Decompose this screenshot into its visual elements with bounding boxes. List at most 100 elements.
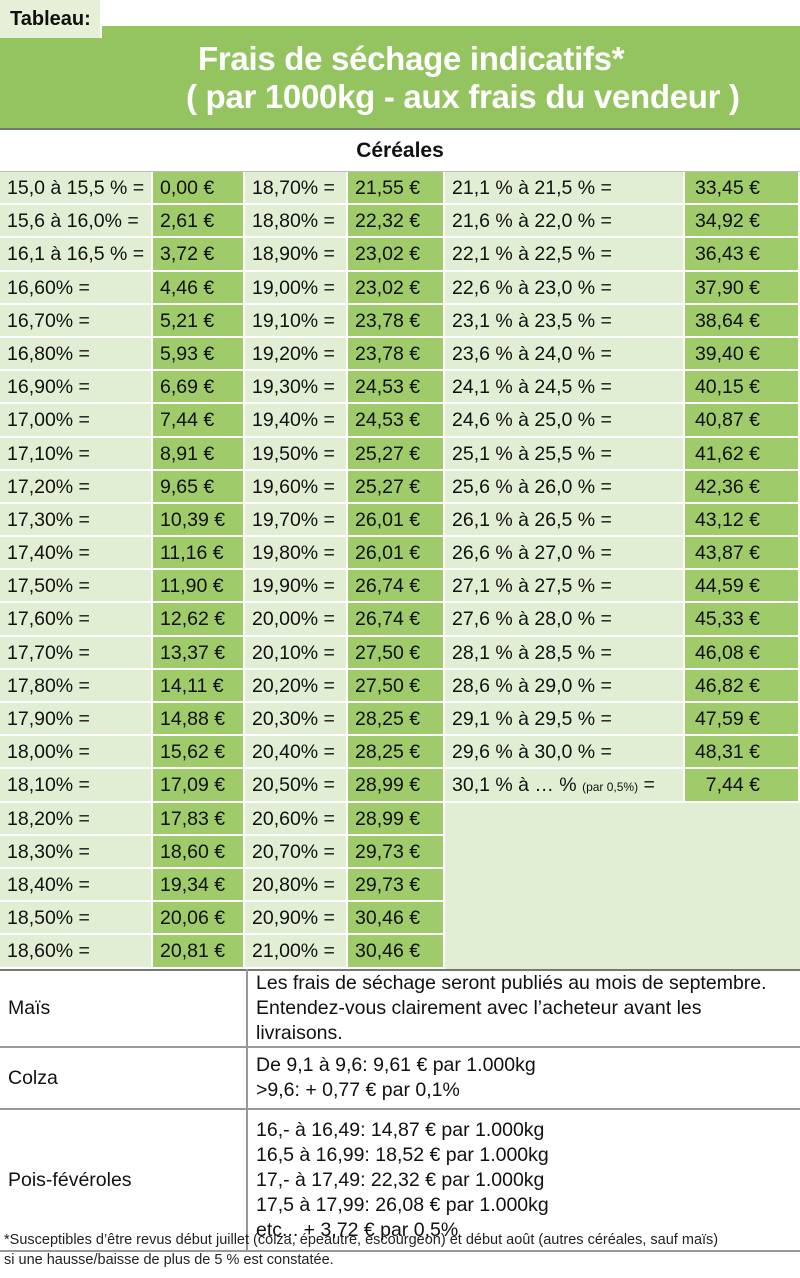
crop-name: Maïs [0, 970, 248, 1048]
dry-cost-cell: 48,31 € [685, 736, 800, 770]
moisture-range-cell: 21,6 % à 22,0 % = [445, 205, 685, 239]
moisture-range-cell: 19,40% = [245, 404, 348, 438]
dry-cost-cell: 25,27 € [348, 470, 445, 504]
dry-cost-cell: 23,02 € [348, 271, 445, 305]
moisture-range-cell: 27,1 % à 27,5 % = [445, 570, 685, 604]
moisture-range-cell: 16,90% = [0, 371, 153, 405]
moisture-range-cell: 19,30% = [245, 371, 348, 405]
other-crops-table: Maïs Les frais de séchage seront publiés… [0, 969, 800, 1252]
moisture-range-cell: 17,40% = [0, 537, 153, 571]
dry-cost-cell: 24,53 € [348, 404, 445, 438]
crop-info: 16,- à 16,49: 14,87 € par 1.000kg 16,5 à… [247, 1109, 800, 1252]
dry-cost-cell: 22,32 € [348, 205, 445, 239]
info-line: 17,5 à 17,99: 26,08 € par 1.000kg [256, 1193, 549, 1216]
moisture-range-cell: 20,60% = [245, 802, 348, 836]
dry-cost-cell: 13,37 € [153, 636, 245, 670]
dry-cost-cell: 17,09 € [153, 769, 245, 803]
dry-cost-cell: 45,33 € [685, 603, 800, 637]
dry-cost-cell: 33,45 € [685, 172, 800, 206]
moisture-range-cell: 17,00% = [0, 404, 153, 438]
moisture-range-cell: 18,30% = [0, 835, 153, 869]
moisture-range-cell: 19,90% = [245, 570, 348, 604]
moisture-range-cell: 16,80% = [0, 337, 153, 372]
moisture-range-cell: 17,10% = [0, 437, 153, 471]
table-tag: Tableau: [0, 0, 102, 38]
moisture-range-cell: 30,1 % à … % (par 0,5%) = [445, 769, 685, 803]
dry-cost-cell: 26,01 € [348, 503, 445, 538]
dry-cost-cell: 29,73 € [348, 868, 445, 903]
moisture-range-cell: 18,60% = [0, 935, 153, 969]
dry-cost-cell: 28,25 € [348, 703, 445, 737]
moisture-range-cell: 18,10% = [0, 769, 153, 803]
dry-cost-cell: 47,59 € [685, 703, 800, 737]
dry-cost-cell: 11,90 € [153, 570, 245, 604]
dry-cost-cell: 7,44 € [153, 404, 245, 438]
dry-cost-cell: 5,93 € [153, 337, 245, 372]
dry-cost-cell: 23,78 € [348, 337, 445, 372]
dry-cost-cell: 28,25 € [348, 736, 445, 770]
crop-name: Pois-févéroles [0, 1109, 248, 1252]
moisture-range-cell: 25,6 % à 26,0 % = [445, 470, 685, 504]
dry-cost-cell: 26,74 € [348, 570, 445, 604]
dry-cost-cell: 5,21 € [153, 304, 245, 338]
dry-cost-cell: 18,60 € [153, 835, 245, 869]
title-line-2: ( par 1000kg - aux frais du vendeur ) [186, 78, 740, 115]
moisture-range-cell: 25,1 % à 25,5 % = [445, 437, 685, 471]
dry-cost-cell: 40,15 € [685, 371, 800, 405]
moisture-range-cell: 17,30% = [0, 503, 153, 538]
dry-cost-cell: 30,46 € [348, 935, 445, 969]
dry-cost-cell: 36,43 € [685, 238, 800, 272]
dry-cost-cell: 7,44 € [685, 769, 800, 803]
moisture-range-cell: 21,1 % à 21,5 % = [445, 172, 685, 206]
moisture-range-cell: 18,20% = [0, 802, 153, 836]
moisture-range-cell: 17,50% = [0, 570, 153, 604]
dry-cost-cell: 37,90 € [685, 271, 800, 305]
dry-cost-cell: 28,99 € [348, 802, 445, 836]
moisture-range-cell: 27,6 % à 28,0 % = [445, 603, 685, 637]
moisture-range-cell: 18,90% = [245, 238, 348, 272]
moisture-range-cell: 18,50% = [0, 902, 153, 936]
dry-cost-cell: 15,62 € [153, 736, 245, 770]
info-line: Entendez-vous clairement avec l’acheteur… [256, 997, 702, 1044]
dry-cost-cell: 11,16 € [153, 537, 245, 571]
moisture-range-cell: 17,70% = [0, 636, 153, 670]
moisture-range-cell: 21,00% = [245, 935, 348, 969]
moisture-range-cell: 20,40% = [245, 736, 348, 770]
dry-cost-cell: 39,40 € [685, 337, 800, 372]
dry-cost-cell: 20,06 € [153, 902, 245, 936]
equals-sign: = [638, 774, 655, 797]
footnote-line: si une hausse/baisse de plus de 5 % est … [4, 1252, 334, 1268]
info-line: etc... + 3,72 € par 0,5% [256, 1218, 459, 1241]
moisture-range-cell: 15,6 à 16,0% = [0, 205, 153, 239]
dry-cost-cell: 42,36 € [685, 470, 800, 504]
moisture-range-cell: 24,6 % à 25,0 % = [445, 404, 685, 438]
dry-cost-cell: 29,73 € [348, 835, 445, 869]
moisture-range-cell: 24,1 % à 24,5 % = [445, 371, 685, 405]
per-step-note: (par 0,5%) [582, 780, 639, 795]
info-line: >9,6: + 0,77 € par 0,1% [256, 1079, 460, 1101]
dry-cost-cell: 27,50 € [348, 636, 445, 670]
moisture-range-cell: 28,6 % à 29,0 % = [445, 669, 685, 703]
dry-cost-cell: 41,62 € [685, 437, 800, 471]
dry-cost-cell: 30,46 € [348, 902, 445, 936]
dry-cost-cell: 19,34 € [153, 868, 245, 903]
dry-cost-cell: 2,61 € [153, 205, 245, 239]
moisture-range-cell: 23,6 % à 24,0 % = [445, 337, 685, 372]
moisture-range-cell: 17,90% = [0, 703, 153, 737]
moisture-range-cell: 18,40% = [0, 868, 153, 903]
moisture-range-cell: 18,70% = [245, 172, 348, 206]
dry-cost-cell: 9,65 € [153, 470, 245, 504]
moisture-range-cell: 29,6 % à 30,0 % = [445, 736, 685, 770]
info-line: 16,- à 16,49: 14,87 € par 1.000kg [256, 1118, 545, 1141]
dry-cost-cell: 26,01 € [348, 537, 445, 571]
moisture-range-cell: 16,1 à 16,5 % = [0, 238, 153, 272]
dry-cost-cell: 28,99 € [348, 769, 445, 803]
crop-info: De 9,1 à 9,6: 9,61 € par 1.000kg >9,6: +… [247, 1047, 800, 1110]
dry-cost-cell: 10,39 € [153, 503, 245, 538]
dry-cost-cell: 38,64 € [685, 304, 800, 338]
moisture-range-cell: 16,70% = [0, 304, 153, 338]
dry-cost-cell: 4,46 € [153, 271, 245, 305]
moisture-range-cell: 20,30% = [245, 703, 348, 737]
info-line: De 9,1 à 9,6: 9,61 € par 1.000kg [256, 1054, 536, 1076]
